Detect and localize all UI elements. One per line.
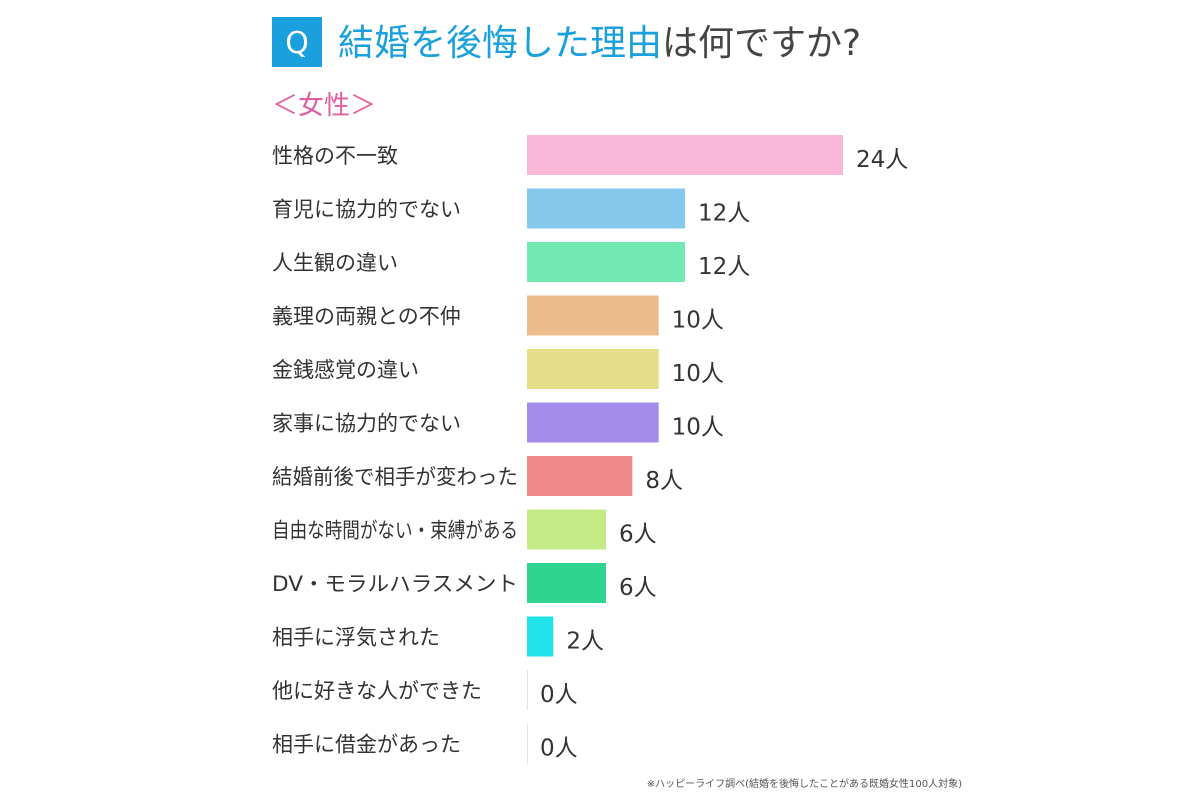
category-label: 義理の両親との不仲 (272, 305, 461, 329)
bar (527, 670, 528, 710)
value-label: 2人 (566, 629, 604, 655)
chart-title: 結婚を後悔した理由は何ですか? (338, 23, 861, 64)
value-label: 6人 (619, 575, 657, 601)
chart-header: Q 結婚を後悔した理由は何ですか? ＜女性＞ (272, 17, 861, 121)
source-note: ※ハッピーライフ調べ(結婚を後悔したことがある既婚女性100人対象) (647, 777, 962, 790)
bar (527, 616, 554, 657)
category-label: 育児に協力的でない (272, 198, 461, 222)
chart-title-highlight: 結婚を後悔した理由 (338, 23, 662, 64)
category-label: 結婚前後で相手が変わった (272, 465, 518, 489)
value-label: 10人 (672, 415, 724, 441)
category-label: 相手に浮気された (272, 626, 440, 650)
chart-subtitle: ＜女性＞ (272, 91, 376, 121)
category-label: 人生観の違い (272, 251, 398, 275)
bar (527, 723, 528, 764)
value-label: 6人 (619, 522, 657, 548)
bars (527, 135, 843, 764)
q-badge (272, 17, 322, 67)
bar (527, 242, 685, 282)
bar (527, 349, 659, 389)
chart-title-rest: は何ですか? (662, 23, 861, 64)
bar (527, 295, 659, 336)
category-label: 他に好きな人ができた (272, 679, 482, 703)
q-badge-letter: Q (285, 26, 309, 61)
category-label: 自由な時間がない・束縛がある (272, 519, 518, 543)
category-label: 家事に協力的でない (272, 412, 461, 436)
category-label: DV・モラルハラスメント (272, 572, 518, 596)
value-label: 10人 (672, 361, 724, 387)
value-label: 8人 (645, 468, 683, 494)
bar (527, 509, 606, 550)
bar (527, 456, 633, 496)
value-label: 24人 (856, 147, 908, 173)
bar (527, 188, 685, 229)
category-label: 性格の不一致 (272, 144, 398, 168)
value-label: 10人 (672, 308, 724, 334)
value-labels: 24人 12人 12人 10人 10人 10人 8人 6人 6人 2人 0人 0人 (540, 147, 908, 762)
category-label: 金銭感覚の違い (272, 358, 419, 382)
category-label: 相手に借金があった (272, 733, 461, 757)
bar (527, 402, 659, 443)
bar (527, 563, 606, 603)
category-labels: 性格の不一致育児に協力的でない人生観の違い義理の両親との不仲金銭感覚の違い家事に… (272, 144, 518, 757)
value-label: 0人 (540, 736, 578, 762)
value-label: 12人 (698, 201, 750, 227)
value-label: 12人 (698, 254, 750, 280)
bar (527, 135, 843, 175)
value-label: 0人 (540, 682, 578, 708)
